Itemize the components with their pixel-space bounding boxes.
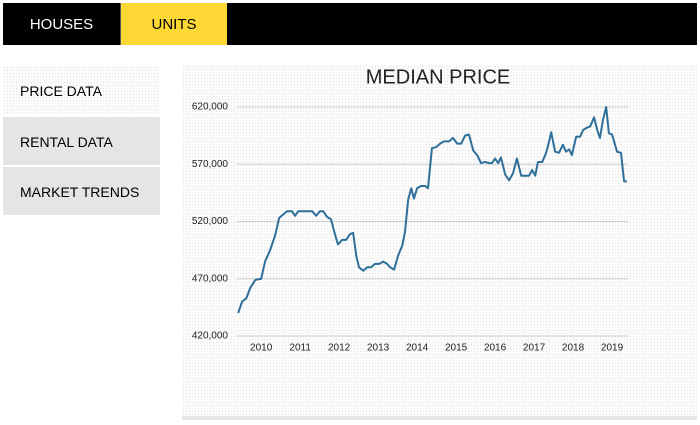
x-tick-label: 2015	[445, 343, 468, 354]
y-tick-label: 570,000	[192, 159, 229, 170]
chart-title: MEDIAN PRICE	[366, 66, 510, 88]
x-tick-label: 2014	[406, 343, 429, 354]
top-nav: HOUSES UNITS	[3, 3, 697, 45]
y-tick-label: 620,000	[192, 102, 229, 113]
sidebar-item-active[interactable]: PRICE DATA	[3, 66, 160, 114]
sidebar-item[interactable]: MARKET TRENDS	[3, 167, 160, 215]
x-tick-label: 2016	[484, 343, 507, 354]
y-tick-label: 520,000	[192, 216, 229, 227]
x-tick-label: 2017	[523, 343, 546, 354]
x-tick-label: 2019	[601, 343, 624, 354]
x-tick-label: 2011	[289, 343, 311, 354]
sidebar-item[interactable]: RENTAL DATA	[3, 117, 160, 165]
price-line	[237, 106, 627, 314]
nav-tab[interactable]: HOUSES	[3, 3, 121, 45]
chart: MEDIAN PRICE 420,000 470,000 520,000 570,00…	[182, 66, 697, 420]
y-tick-label: 470,000	[192, 273, 229, 284]
x-tick-label: 2010	[250, 343, 273, 354]
nav-tab-active[interactable]: UNITS	[121, 3, 227, 45]
x-tick-label: 2012	[328, 343, 351, 354]
y-tick-label: 420,000	[192, 331, 229, 342]
x-tick-label: 2013	[367, 343, 390, 354]
x-tick-label: 2018	[562, 343, 585, 354]
panel-footer	[182, 416, 697, 420]
chart-panel: MEDIAN PRICE 420,000 470,000 520,000 570,00…	[182, 65, 697, 420]
